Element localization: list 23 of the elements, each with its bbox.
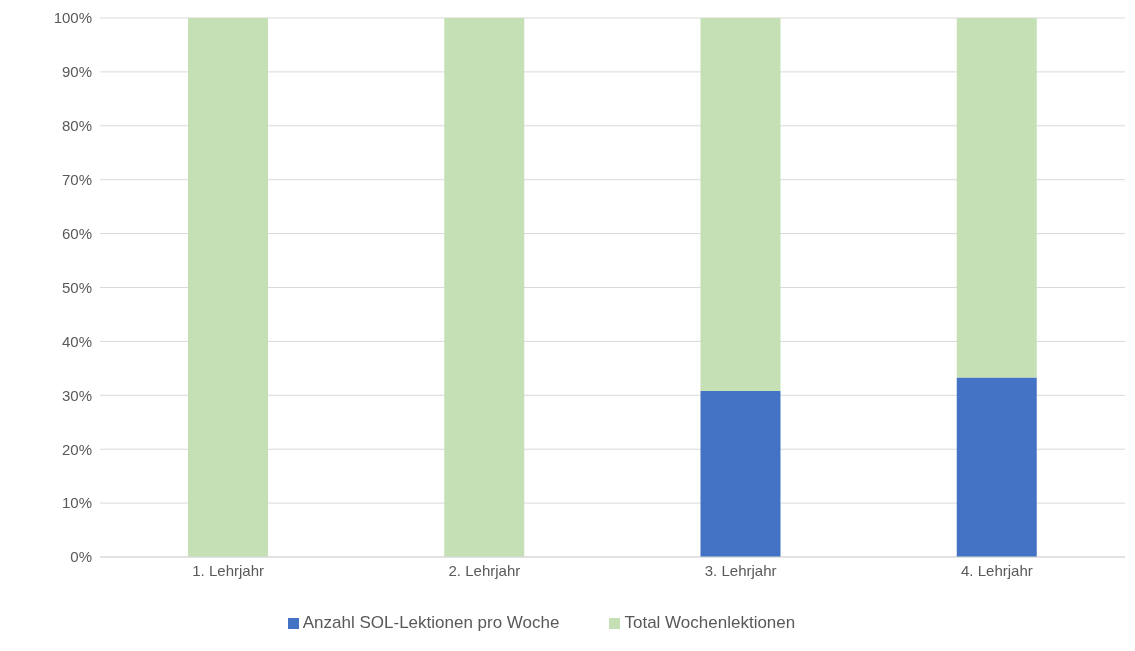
x-tick-label: 4. Lehrjahr [961, 561, 1033, 579]
bar [956, 377, 1037, 557]
y-tick-label: 40% [61, 332, 92, 350]
y-tick-label: 90% [61, 63, 92, 81]
y-tick-label: 100% [53, 9, 92, 27]
bar [956, 18, 1037, 378]
x-tick-label: 1. Lehrjahr [192, 561, 264, 579]
y-tick-label: 60% [61, 224, 92, 242]
bar [700, 390, 781, 557]
legend-label: Anzahl SOL-Lektionen pro Woche [302, 613, 560, 632]
x-tick-label: 2. Lehrjahr [448, 561, 521, 579]
y-tick-label: 0% [70, 548, 92, 566]
x-tick-label: 3. Lehrjahr [704, 561, 777, 579]
y-tick-label: 80% [61, 117, 92, 135]
bar [188, 18, 268, 557]
y-tick-label: 30% [61, 386, 92, 404]
bar [444, 18, 525, 557]
legend-label: Total Wochenlektionen [624, 613, 796, 632]
y-tick-label: 10% [61, 494, 92, 512]
y-tick-label: 70% [61, 171, 92, 189]
y-tick-label: 50% [61, 278, 92, 296]
y-tick-label: 20% [61, 440, 92, 458]
bar [700, 18, 781, 391]
